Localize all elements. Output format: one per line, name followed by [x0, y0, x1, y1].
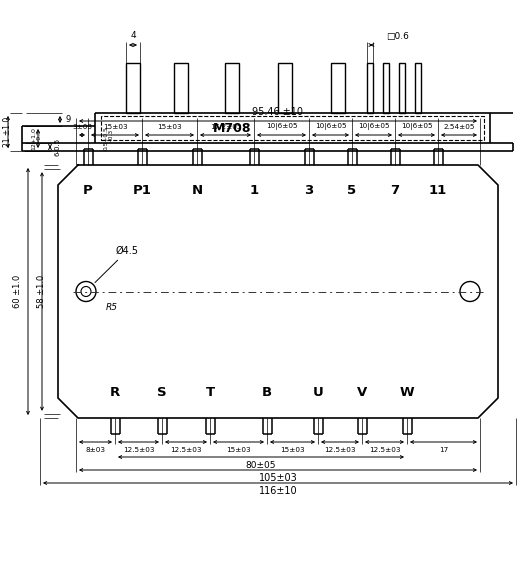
Text: 58 ±1.0: 58 ±1.0 — [37, 275, 46, 308]
Text: 10|6±05: 10|6±05 — [315, 124, 346, 131]
Text: 9: 9 — [65, 115, 71, 124]
Text: T: T — [205, 387, 214, 399]
Text: 15±03: 15±03 — [103, 124, 127, 130]
Text: 17: 17 — [439, 447, 448, 453]
Text: 2.54±05: 2.54±05 — [443, 124, 475, 130]
Text: P1: P1 — [132, 183, 152, 197]
Text: W: W — [400, 387, 414, 399]
Text: 10|6±05: 10|6±05 — [358, 124, 389, 131]
Text: 3: 3 — [304, 183, 314, 197]
Text: 116±10: 116±10 — [259, 486, 297, 496]
Text: 3±03: 3±03 — [72, 124, 92, 130]
Bar — [415, 63, 421, 113]
Text: V: V — [357, 387, 367, 399]
Text: 95.46 ±10: 95.46 ±10 — [253, 107, 303, 117]
Text: R5: R5 — [106, 303, 118, 312]
Text: 11: 11 — [429, 183, 447, 197]
Text: 80±05: 80±05 — [246, 461, 276, 469]
Text: S: S — [157, 387, 167, 399]
Text: 15±03: 15±03 — [157, 124, 182, 130]
Text: 6-0.5: 6-0.5 — [55, 138, 61, 156]
Text: 5: 5 — [347, 183, 356, 197]
Bar — [367, 63, 373, 113]
Text: R: R — [110, 387, 120, 399]
Bar — [101, 116, 484, 140]
Bar — [225, 63, 239, 113]
Text: 10|6±05: 10|6±05 — [265, 124, 297, 131]
Text: 12.5±03: 12.5±03 — [170, 447, 202, 453]
Text: 0.5+0.5
   -0.3: 0.5+0.5 -0.3 — [104, 126, 114, 150]
Text: 17.2±05: 17.2±05 — [210, 124, 241, 130]
Text: 8±03: 8±03 — [86, 447, 105, 453]
Bar — [174, 63, 188, 113]
Text: 12.5±03: 12.5±03 — [369, 447, 400, 453]
Bar — [331, 63, 345, 113]
Text: 1: 1 — [250, 183, 259, 197]
Text: 15±03: 15±03 — [280, 447, 305, 453]
Text: 7: 7 — [390, 183, 400, 197]
Text: N: N — [192, 183, 203, 197]
Text: □0.6: □0.6 — [387, 33, 410, 41]
Text: 4: 4 — [130, 32, 136, 41]
Text: 10|6±05: 10|6±05 — [401, 124, 433, 131]
Text: P: P — [83, 183, 93, 197]
Bar — [383, 63, 389, 113]
Text: B: B — [262, 387, 272, 399]
Text: 12+1.0
   -0.5: 12+1.0 -0.5 — [31, 127, 43, 150]
Text: 21 ±1.0: 21 ±1.0 — [3, 117, 12, 147]
Text: 105±03: 105±03 — [259, 473, 297, 483]
Bar — [278, 63, 292, 113]
Text: 15±03: 15±03 — [226, 447, 251, 453]
Text: 12.5±03: 12.5±03 — [324, 447, 356, 453]
Bar — [399, 63, 405, 113]
Text: Ø4.5: Ø4.5 — [95, 245, 139, 282]
Text: U: U — [313, 387, 323, 399]
Text: 60 ±1.0: 60 ±1.0 — [13, 275, 22, 308]
Bar — [126, 63, 140, 113]
Text: M708: M708 — [213, 121, 252, 135]
Text: 12.5±03: 12.5±03 — [123, 447, 154, 453]
